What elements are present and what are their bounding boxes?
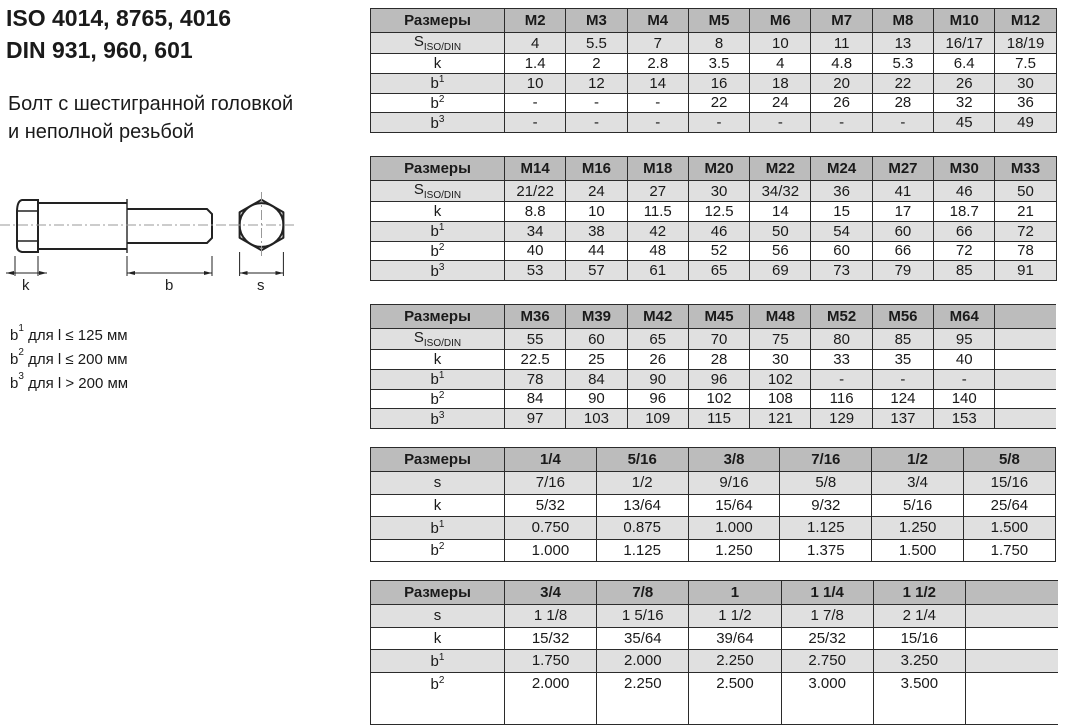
svg-text:s: s: [257, 277, 265, 294]
svg-text:k: k: [22, 277, 30, 294]
svg-text:b: b: [165, 277, 173, 294]
